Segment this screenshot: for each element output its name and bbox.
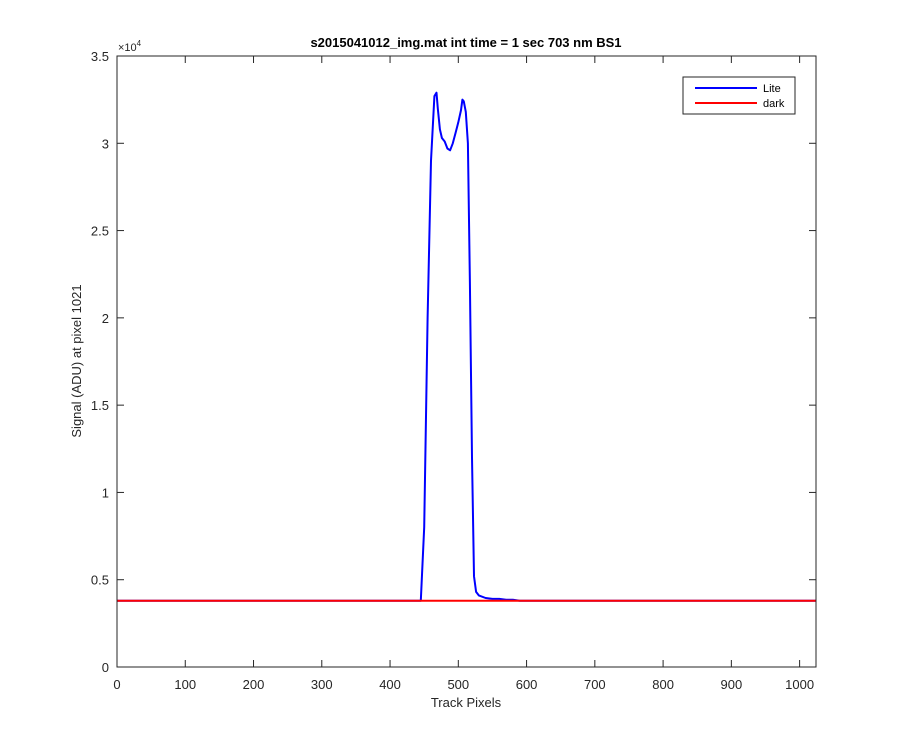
legend-box — [682, 76, 796, 115]
x-tick-label: 0 — [113, 677, 120, 692]
x-tick-label: 200 — [243, 677, 265, 692]
series-layer — [117, 91, 816, 602]
y-axis-exponent-base: ×10 — [118, 42, 137, 54]
chart-title: s2015041012_img.mat int time = 1 sec 703… — [310, 35, 621, 50]
legend-label-lite: Lite — [763, 83, 781, 95]
x-axis-ticks: 0 100 200 300 400 500 600 700 800 900 1000 — [113, 56, 814, 692]
y-tick-label: 0 — [102, 660, 109, 675]
legend: Lite dark — [682, 76, 796, 115]
plot-frame — [116, 55, 817, 668]
y-tick-label: 2 — [102, 311, 109, 326]
plot-background — [117, 56, 816, 667]
x-tick-label: 600 — [516, 677, 538, 692]
x-tick-label: 800 — [652, 677, 674, 692]
x-axis-label: Track Pixels — [431, 695, 502, 710]
x-tick-label: 700 — [584, 677, 606, 692]
x-tick-label: 400 — [379, 677, 401, 692]
y-tick-label: 2.5 — [91, 224, 109, 239]
x-tick-label: 300 — [311, 677, 333, 692]
y-axis-label: Signal (ADU) at pixel 1021 — [69, 284, 84, 437]
x-tick-label: 100 — [174, 677, 196, 692]
legend-label-dark: dark — [763, 98, 785, 110]
y-tick-label: 1 — [102, 485, 109, 500]
y-tick-label: 1.5 — [91, 398, 109, 413]
y-axis-exponent: ×104 — [118, 39, 142, 54]
y-tick-label: 3 — [102, 136, 109, 151]
y-axis-exponent-power: 4 — [137, 39, 142, 48]
y-axis-ticks: 0 0.5 1 1.5 2 2.5 3 3.5 — [91, 49, 816, 675]
x-tick-label: 900 — [721, 677, 743, 692]
x-tick-label: 1000 — [785, 677, 814, 692]
y-tick-label: 3.5 — [91, 49, 109, 64]
x-tick-label: 500 — [447, 677, 469, 692]
y-tick-label: 0.5 — [91, 573, 109, 588]
